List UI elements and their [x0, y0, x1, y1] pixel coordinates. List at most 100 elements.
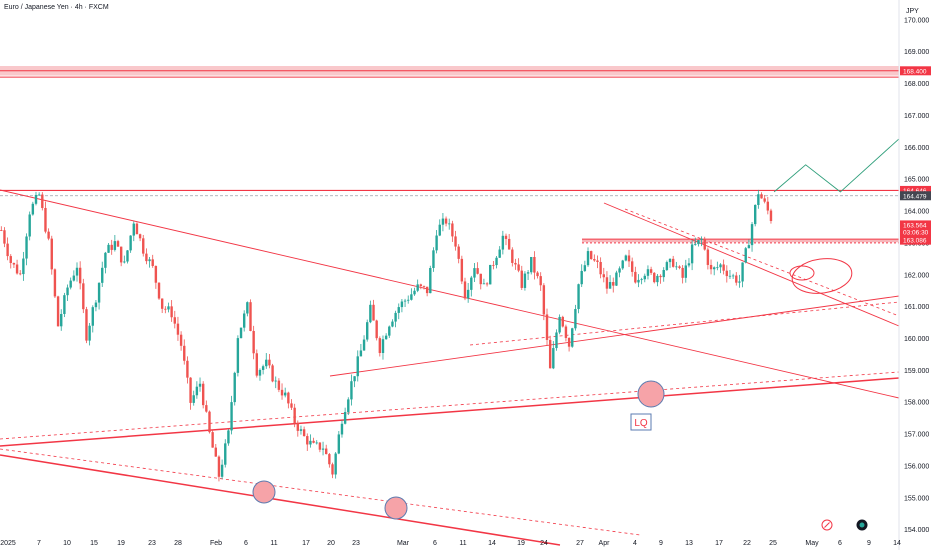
time-axis[interactable]: 2025 7 10 15 19 23 28 Feb 6 11 17 20 23 Mar 6 11 14 19 24 2…	[0, 540, 901, 547]
highlight-ellipse[interactable]	[789, 265, 815, 281]
wedge-line[interactable]	[603, 202, 900, 327]
candle-body	[388, 326, 391, 336]
candle-body	[634, 271, 637, 283]
replay-icon[interactable]	[856, 519, 868, 531]
x-tick-label: 25	[769, 540, 777, 547]
candle-body	[101, 267, 104, 283]
candle-body	[3, 230, 6, 244]
candle-body	[192, 395, 195, 403]
candle-body	[451, 223, 454, 237]
candle-body	[176, 323, 180, 335]
x-tick-label: 19	[117, 540, 125, 547]
candle-body	[593, 259, 596, 261]
y-tick-label: 158.000	[904, 400, 929, 407]
candle-body	[157, 282, 161, 299]
candle-body	[66, 287, 69, 296]
candle-body	[649, 269, 653, 273]
price-axis-background	[899, 0, 932, 550]
candle-body	[299, 429, 303, 431]
price-tag: 164.479	[900, 191, 931, 201]
chart-title: Euro / Japanese Yen · 4h · FXCM	[4, 4, 109, 11]
low-marker-circle[interactable]	[637, 380, 665, 408]
x-tick-label: 17	[715, 540, 723, 547]
y-tick-label: 157.000	[904, 432, 929, 439]
candle-body	[217, 456, 221, 477]
candle-body	[558, 316, 561, 333]
candle-body	[514, 262, 517, 265]
price-tag: 03:06:30	[900, 227, 931, 237]
x-tick-label: 6	[838, 540, 842, 547]
candle-body	[435, 235, 438, 251]
wedge-line[interactable]	[624, 208, 900, 317]
x-tick-label: 28	[174, 540, 182, 547]
y-tick-label: 164.000	[904, 209, 929, 216]
candle-body	[391, 321, 394, 327]
candle-body	[681, 267, 684, 278]
candle-body	[78, 267, 82, 284]
candles-layer	[0, 189, 773, 482]
candle-body	[561, 316, 564, 327]
level-zone[interactable]	[582, 239, 899, 243]
x-tick-label: Feb	[210, 540, 222, 547]
low-marker-circle[interactable]	[252, 480, 276, 504]
candle-body	[142, 238, 145, 254]
candle-body	[258, 369, 262, 376]
candle-body	[195, 386, 199, 396]
candle-body	[15, 264, 19, 274]
candle-body	[249, 302, 252, 331]
candle-body	[470, 277, 473, 290]
candle-body	[533, 256, 536, 273]
candle-body	[75, 267, 79, 276]
candle-body	[507, 238, 511, 250]
alert-icon[interactable]	[821, 519, 833, 531]
candle-body	[293, 407, 296, 424]
candle-body	[703, 238, 706, 250]
low-marker-circle[interactable]	[384, 496, 408, 520]
candle-body	[457, 246, 460, 259]
candle-body	[492, 264, 495, 266]
countdown-label: 03:06:30	[903, 229, 929, 236]
candle-body	[624, 255, 628, 261]
x-tick-label: 7	[37, 540, 41, 547]
candle-body	[753, 204, 757, 225]
channel-line[interactable]	[0, 454, 561, 546]
candle-body	[539, 276, 542, 286]
candle-body	[369, 304, 372, 323]
candle-body	[643, 275, 646, 280]
candle-body	[60, 313, 63, 327]
highlight-ellipse[interactable]	[790, 255, 854, 297]
candle-body	[220, 464, 224, 477]
x-tick-label: 23	[352, 540, 360, 547]
projection-path[interactable]	[773, 137, 901, 193]
x-tick-label: 13	[685, 540, 693, 547]
lq-marker: LQ	[630, 413, 652, 431]
candle-body	[757, 194, 760, 205]
candle-body	[9, 256, 12, 264]
trend-line[interactable]	[329, 295, 900, 377]
candle-body	[574, 309, 577, 329]
candle-body	[668, 258, 672, 263]
candle-body	[397, 307, 400, 313]
candle-body	[236, 338, 240, 373]
candle-body	[170, 306, 173, 318]
candle-body	[580, 270, 583, 285]
y-tick-label: 155.000	[904, 495, 929, 502]
downtrend-line[interactable]	[0, 189, 900, 399]
support-line[interactable]	[0, 371, 900, 440]
candle-body	[697, 240, 700, 245]
candle-body	[709, 264, 713, 270]
candle-body	[277, 380, 281, 390]
candle-body	[684, 265, 688, 278]
y-tick-label: 154.000	[904, 527, 929, 534]
candle-body	[637, 279, 640, 283]
price-tag-box	[900, 66, 931, 76]
x-tick-label: 24	[540, 540, 548, 547]
support-line[interactable]	[0, 377, 900, 447]
candle-body	[381, 339, 385, 354]
drawings-layer	[0, 66, 900, 546]
candle-body	[473, 268, 476, 278]
candle-body	[145, 253, 148, 262]
price-tag-box	[900, 227, 931, 237]
candle-body	[186, 360, 189, 378]
